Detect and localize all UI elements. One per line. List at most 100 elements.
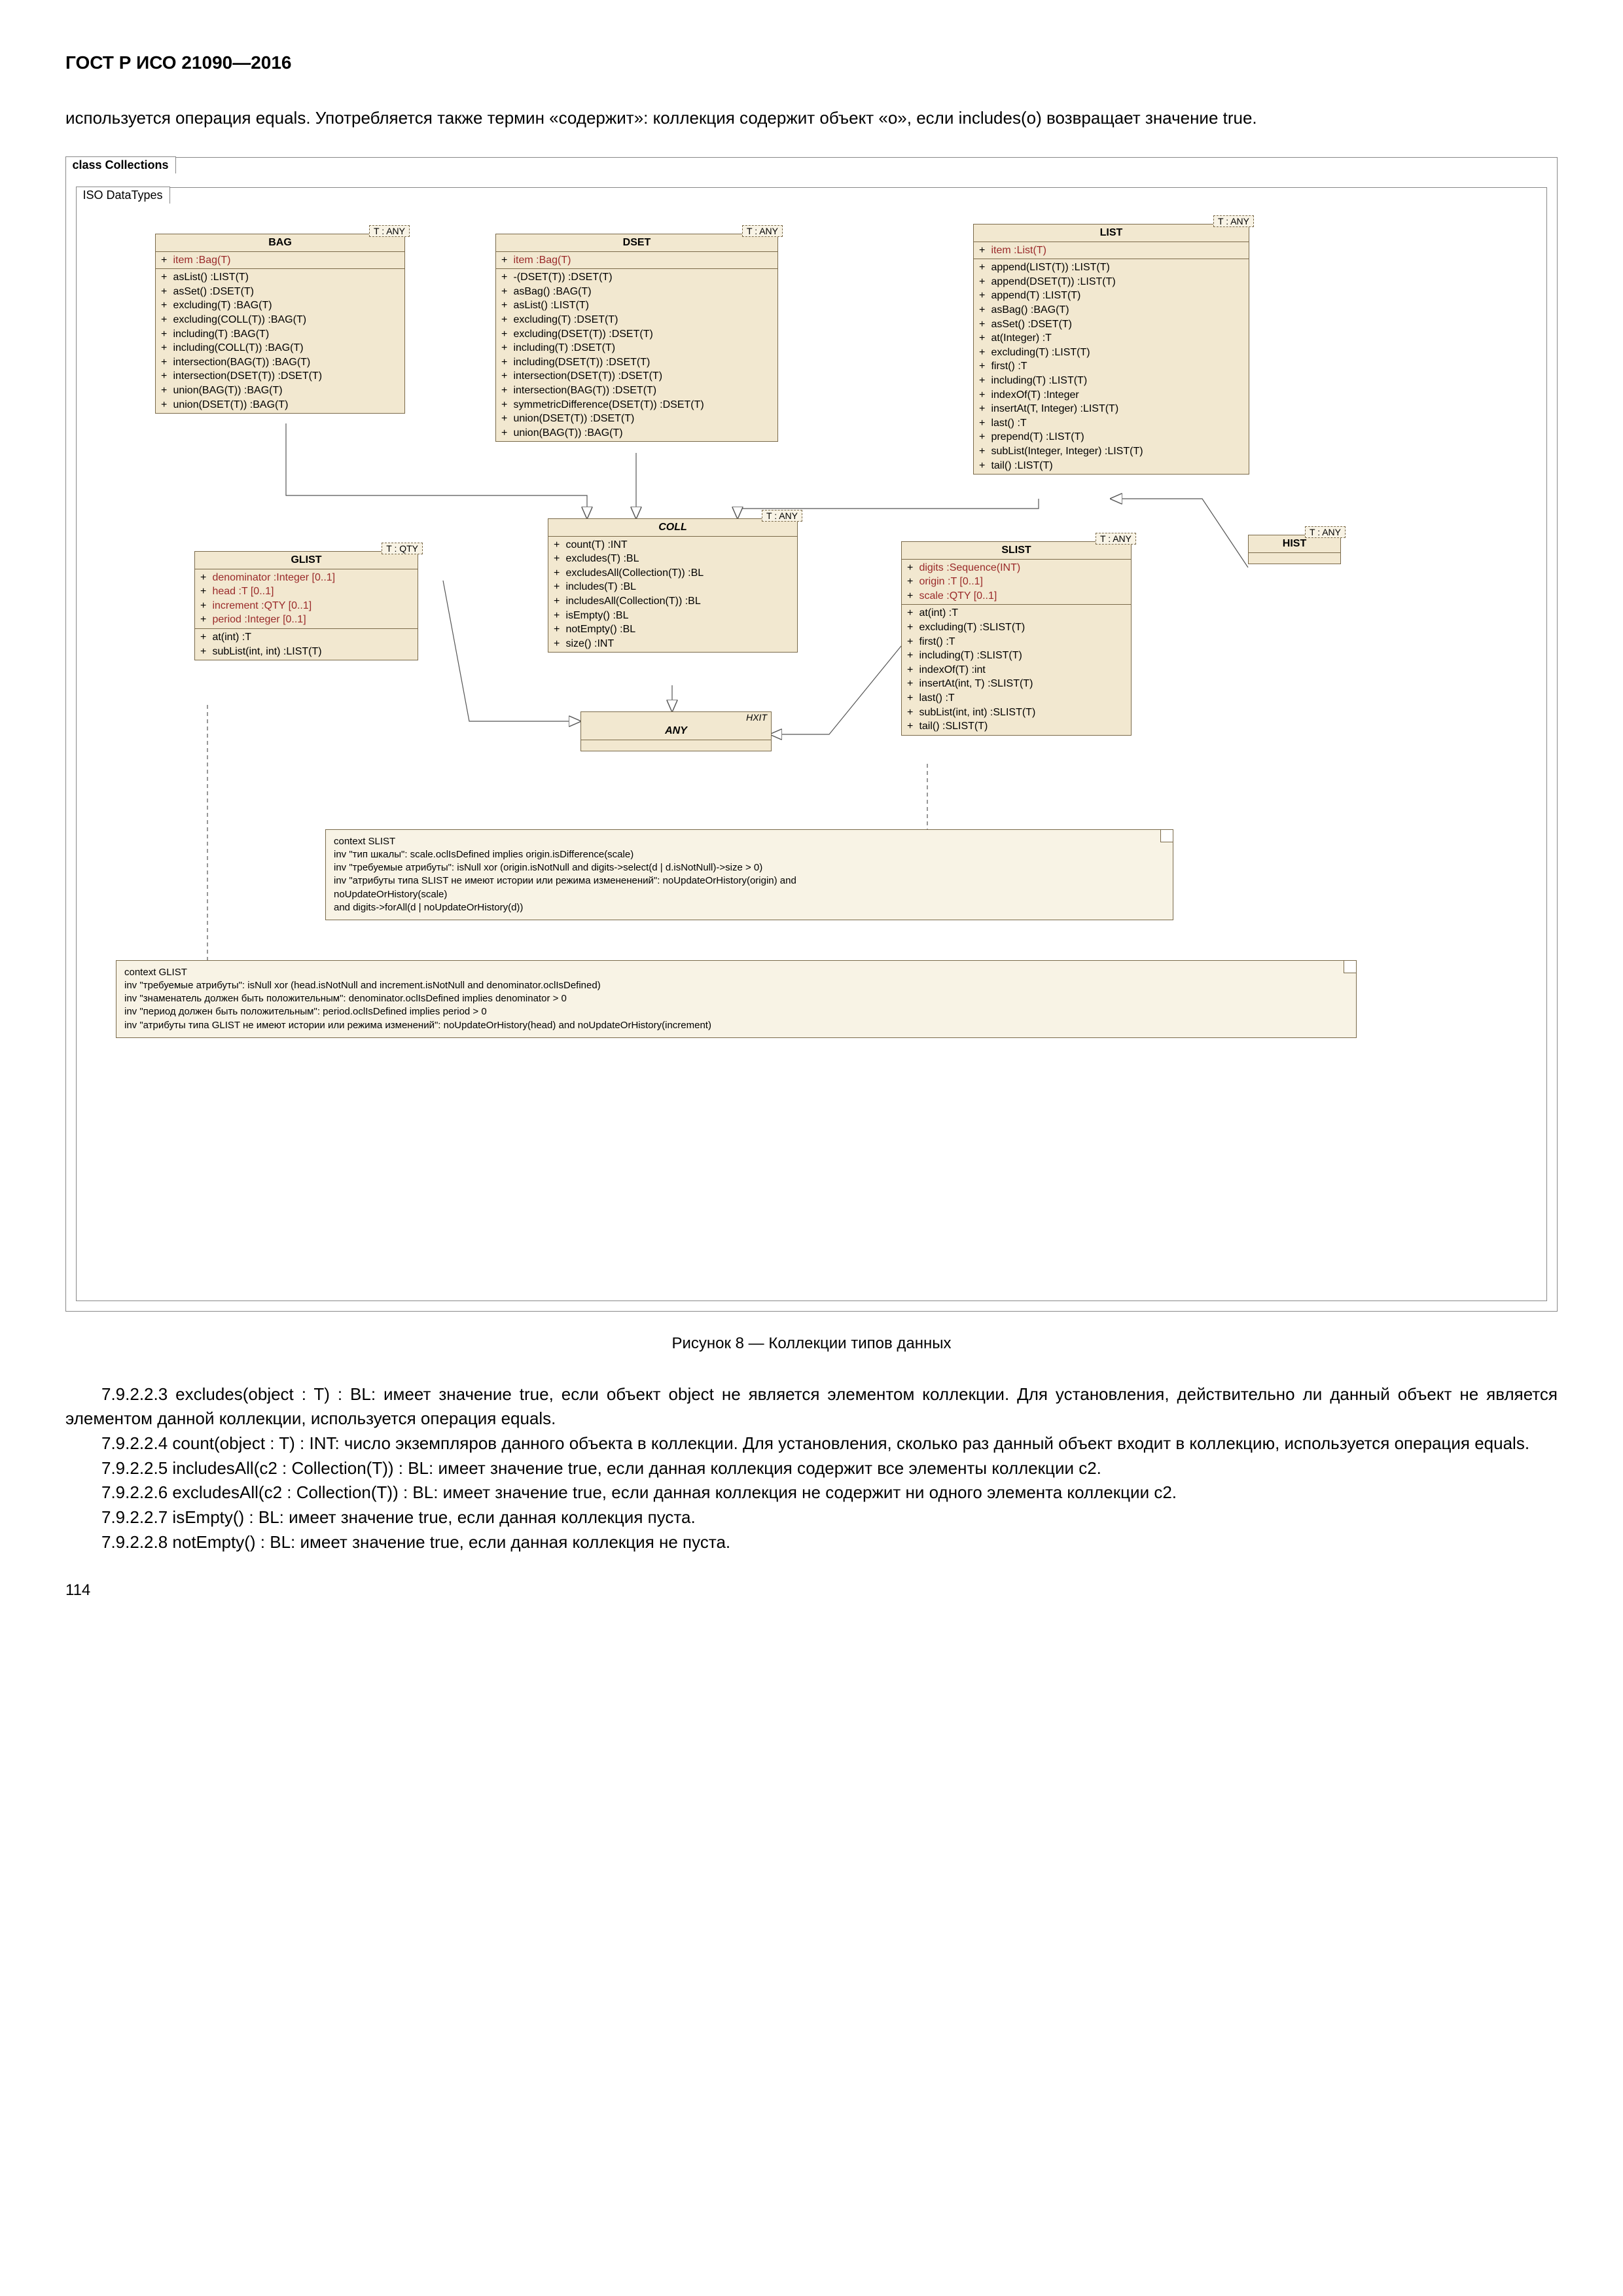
diagram-outer-label: class Collections — [65, 156, 176, 173]
uml-row: + count(T) :INT — [554, 538, 792, 552]
uml-title: GLIST — [195, 552, 418, 569]
uml-row: + first() :T — [907, 635, 1126, 649]
uml-row: + asList() :LIST(T) — [501, 298, 772, 313]
note-line: inv "атрибуты типа SLIST не имеют истори… — [334, 874, 1165, 888]
uml-row: + symmetricDifference(DSET(T)) :DSET(T) — [501, 398, 772, 412]
uml-title: BAG — [156, 234, 404, 252]
uml-row: + at(int) :T — [200, 630, 412, 645]
uml-row: + -(DSET(T)) :DSET(T) — [501, 270, 772, 285]
uml-row: + asSet() :DSET(T) — [979, 317, 1243, 332]
note-slist_note: context SLIST inv "тип шкалы": scale.ocl… — [325, 829, 1173, 921]
note-line: inv "требуемые атрибуты": isNull xor (he… — [124, 979, 1348, 992]
uml-row: + at(int) :T — [907, 606, 1126, 620]
uml-row: + tail() :SLIST(T) — [907, 719, 1126, 734]
uml-class-bag: T : ANYBAG+ item :Bag(T)+ asList() :LIST… — [155, 234, 405, 414]
note-line: and digits->forAll(d | noUpdateOrHistory… — [334, 901, 1165, 914]
uml-row: + append(T) :LIST(T) — [979, 289, 1243, 303]
uml-row: + last() :T — [907, 691, 1126, 706]
note-line: inv "требуемые атрибуты": isNull xor (or… — [334, 861, 1165, 874]
iso-frame: ISO DataTypes T : ANYBAG+ item :Bag(T)+ … — [76, 187, 1547, 1301]
uml-row: + indexOf(T) :int — [907, 663, 1126, 677]
uml-title: DSET — [496, 234, 777, 252]
note-line: context GLIST — [124, 966, 1348, 979]
uml-row: + denominator :Integer [0..1] — [200, 571, 412, 585]
uml-row: + including(T) :DSET(T) — [501, 341, 772, 355]
uml-class-glist: T : QTYGLIST+ denominator :Integer [0..1… — [194, 551, 418, 661]
uml-row: + asSet() :DSET(T) — [161, 285, 399, 299]
body-paragraph: 7.9.2.2.4 count(object : T) : INT: число… — [65, 1431, 1558, 1456]
uml-row: + item :List(T) — [979, 243, 1243, 258]
uml-row: + union(DSET(T)) :DSET(T) — [501, 412, 772, 426]
ops: + at(int) :T+ excluding(T) :SLIST(T)+ fi… — [902, 605, 1131, 734]
uml-row: + prepend(T) :LIST(T) — [979, 430, 1243, 444]
uml-row: + digits :Sequence(INT) — [907, 561, 1126, 575]
uml-row: + excluding(T) :DSET(T) — [501, 313, 772, 327]
attrs: + denominator :Integer [0..1]+ head :T [… — [195, 569, 418, 629]
uml-row: + tail() :LIST(T) — [979, 459, 1243, 473]
note-line: inv "атрибуты типа GLIST не имеют истори… — [124, 1019, 1348, 1032]
uml-row: + including(T) :BAG(T) — [161, 327, 399, 342]
uml-row: + including(COLL(T)) :BAG(T) — [161, 341, 399, 355]
uml-row: + excluding(T) :LIST(T) — [979, 346, 1243, 360]
page-number: 114 — [65, 1581, 1558, 1600]
tparam: T : ANY — [1305, 526, 1346, 538]
uml-class-slist: T : ANYSLIST+ digits :Sequence(INT)+ ori… — [901, 541, 1132, 736]
uml-row: + insertAt(T, Integer) :LIST(T) — [979, 402, 1243, 416]
uml-row: + asList() :LIST(T) — [161, 270, 399, 285]
uml-row: + head :T [0..1] — [200, 584, 412, 599]
uml-row: + union(BAG(T)) :BAG(T) — [161, 384, 399, 398]
attrs: + digits :Sequence(INT)+ origin :T [0..1… — [902, 560, 1131, 605]
standard-header: ГОСТ Р ИСО 21090—2016 — [65, 52, 1558, 73]
uml-class-list: T : ANYLIST+ item :List(T)+ append(LIST(… — [973, 224, 1249, 475]
note-glist_note: context GLIST inv "требуемые атрибуты": … — [116, 960, 1357, 1038]
uml-row: + subList(int, int) :SLIST(T) — [907, 706, 1126, 720]
uml-row: + period :Integer [0..1] — [200, 613, 412, 627]
ops: + at(int) :T+ subList(int, int) :LIST(T) — [195, 629, 418, 660]
diagram-frame: class Collections ISO DataTypes T : ANYB… — [65, 157, 1558, 1312]
tparam: T : ANY — [742, 225, 783, 237]
uml-row: + including(DSET(T)) :DSET(T) — [501, 355, 772, 370]
uml-row: + increment :QTY [0..1] — [200, 599, 412, 613]
uml-row: + excluding(DSET(T)) :DSET(T) — [501, 327, 772, 342]
intro-paragraph: используется операция equals. Употребляе… — [65, 106, 1558, 131]
uml-class-hist: T : ANYHIST — [1248, 535, 1341, 564]
uml-row: + intersection(BAG(T)) :BAG(T) — [161, 355, 399, 370]
note-line: noUpdateOrHistory(scale) — [334, 888, 1165, 901]
uml-row: + including(T) :SLIST(T) — [907, 649, 1126, 663]
uml-row: + notEmpty() :BL — [554, 622, 792, 637]
body-paragraph: 7.9.2.2.7 isEmpty() : BL: имеет значение… — [65, 1505, 1558, 1530]
iso-label: ISO DataTypes — [76, 187, 170, 204]
uml-row: + asBag() :BAG(T) — [979, 303, 1243, 317]
uml-row: + excluding(T) :SLIST(T) — [907, 620, 1126, 635]
uml-row: + excludesAll(Collection(T)) :BL — [554, 566, 792, 581]
uml-row: + including(T) :LIST(T) — [979, 374, 1243, 388]
tparam: T : ANY — [1096, 533, 1136, 545]
uml-row: + isEmpty() :BL — [554, 609, 792, 623]
ops: + append(LIST(T)) :LIST(T)+ append(DSET(… — [974, 259, 1249, 474]
uml-row: + at(Integer) :T — [979, 331, 1243, 346]
uml-row: + indexOf(T) :Integer — [979, 388, 1243, 403]
uml-title: ANY — [581, 723, 771, 740]
uml-row: + subList(int, int) :LIST(T) — [200, 645, 412, 659]
uml-row: + origin :T [0..1] — [907, 575, 1126, 589]
uml-row: + includesAll(Collection(T)) :BL — [554, 594, 792, 609]
uml-row: + excludes(T) :BL — [554, 552, 792, 566]
tparam: T : QTY — [382, 543, 423, 554]
uml-title: SLIST — [902, 542, 1131, 560]
body-paragraph: 7.9.2.2.5 includesAll(c2 : Collection(T)… — [65, 1456, 1558, 1481]
ops: + count(T) :INT+ excludes(T) :BL+ exclud… — [548, 537, 797, 653]
attrs: + item :List(T) — [974, 242, 1249, 260]
uml-class-any: HXITANY — [580, 711, 772, 751]
uml-row: + intersection(DSET(T)) :DSET(T) — [161, 369, 399, 384]
uml-title: COLL — [548, 519, 797, 537]
uml-row: + item :Bag(T) — [161, 253, 399, 268]
body-paragraph: 7.9.2.2.8 notEmpty() : BL: имеет значени… — [65, 1530, 1558, 1555]
note-line: inv "знаменатель должен быть положительн… — [124, 992, 1348, 1005]
uml-row: + last() :T — [979, 416, 1243, 431]
uml-row: + subList(Integer, Integer) :LIST(T) — [979, 444, 1243, 459]
uml-title: LIST — [974, 224, 1249, 242]
uml-row: + asBag() :BAG(T) — [501, 285, 772, 299]
ops: + -(DSET(T)) :DSET(T)+ asBag() :BAG(T)+ … — [496, 269, 777, 441]
tparam: T : ANY — [762, 510, 802, 522]
uml-class-dset: T : ANYDSET+ item :Bag(T)+ -(DSET(T)) :D… — [495, 234, 778, 442]
